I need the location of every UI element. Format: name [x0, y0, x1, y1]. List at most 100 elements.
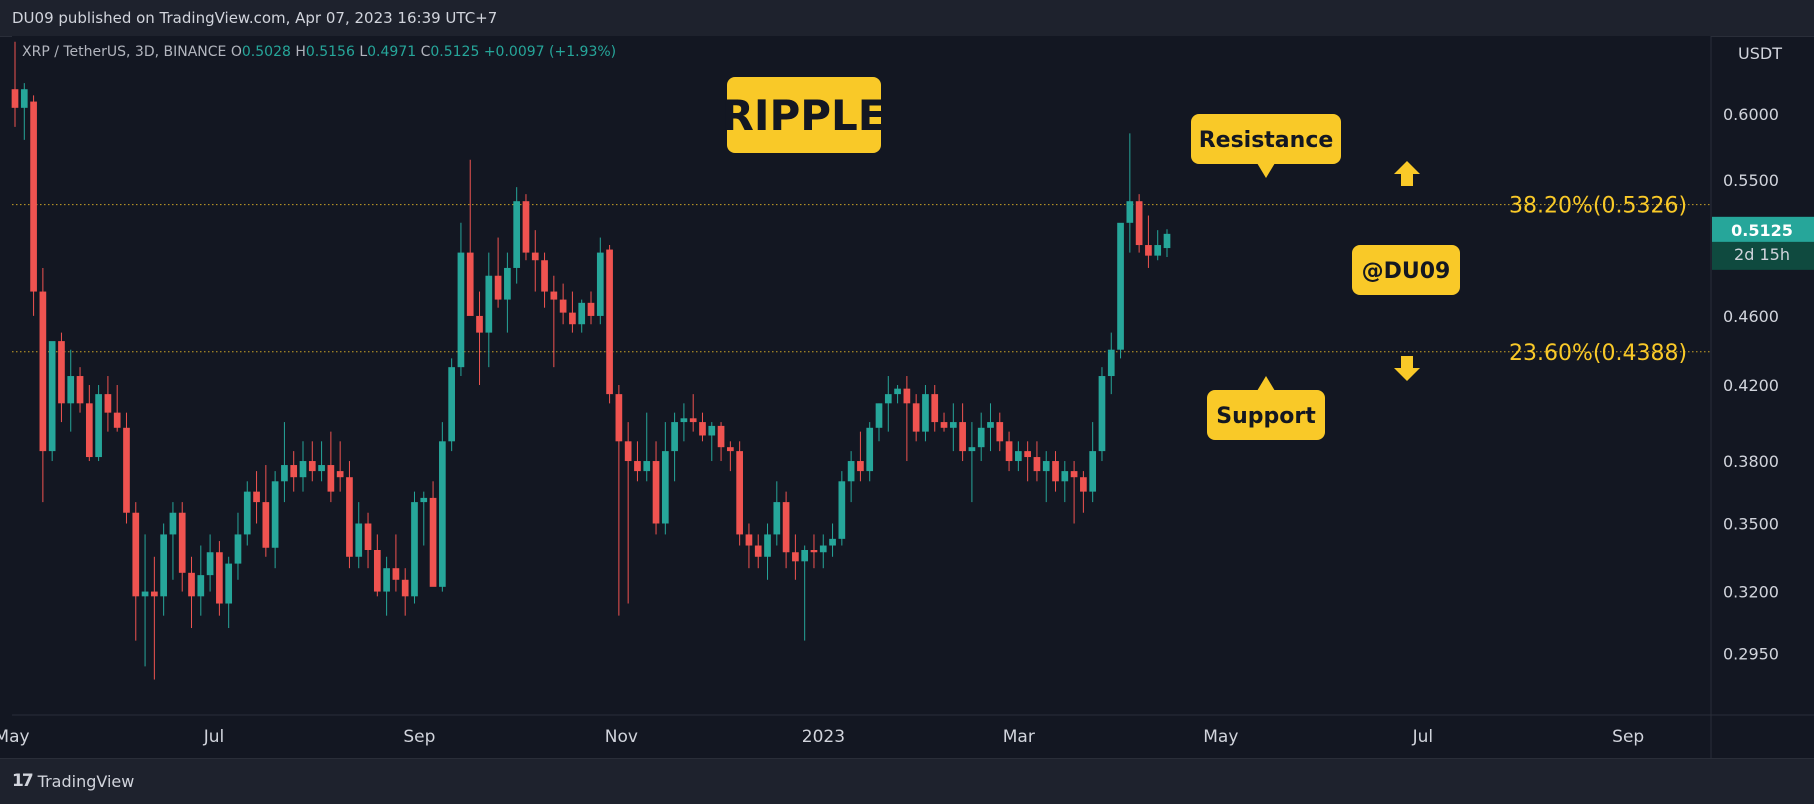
fib-level-label: 38.20%(0.5326)	[1509, 194, 1687, 219]
tradingview-brand[interactable]: 17 TradingView	[12, 771, 134, 791]
candle-body	[1015, 451, 1022, 462]
y-tick-label: 0.3500	[1723, 515, 1779, 534]
arrow-up-icon	[1394, 161, 1420, 186]
candle-body	[58, 341, 65, 404]
candle-body	[1135, 201, 1143, 246]
candle-body	[717, 425, 725, 448]
candle-body	[355, 523, 363, 557]
candle-body	[884, 394, 892, 404]
candle-body	[1005, 441, 1013, 462]
candle-body	[792, 552, 799, 562]
support-label-background	[1207, 390, 1325, 440]
candle-body	[996, 422, 1004, 442]
candle-body	[20, 89, 28, 108]
candle-body	[699, 422, 706, 436]
candle-body	[922, 394, 929, 432]
support-label-group: Support	[1207, 376, 1325, 440]
candle-body	[494, 275, 502, 300]
fib-level-label: 23.60%(0.4388)	[1509, 341, 1687, 366]
candle-body	[773, 502, 781, 535]
last-price-label: 0.5125	[1731, 221, 1793, 240]
candle-body	[76, 376, 84, 404]
candle-body	[48, 341, 56, 452]
candle-body	[875, 403, 883, 428]
axis-currency-label: USDT	[1738, 44, 1782, 63]
candle-body	[336, 471, 344, 478]
candle-body	[829, 538, 836, 546]
low-value: 0.4971	[367, 44, 417, 60]
candle-body	[810, 549, 818, 553]
candle-body	[216, 552, 223, 604]
tradingview-logo-icon: 17	[12, 771, 34, 791]
candle-body	[373, 549, 381, 592]
symbol-name: XRP / TetherUS, 3D, BINANCE	[22, 44, 227, 60]
candle-body	[559, 299, 567, 313]
x-tick-label: Sep	[403, 727, 435, 747]
candle-body	[513, 201, 521, 268]
change-value: +0.0097 (+1.93%)	[483, 44, 617, 60]
candle-body	[1033, 457, 1041, 472]
candle-body	[132, 512, 140, 597]
open-label: O	[230, 44, 242, 60]
candle-body	[801, 549, 809, 562]
candle-body	[169, 512, 177, 535]
candle-body	[448, 367, 455, 442]
candle-body	[522, 201, 530, 253]
candle-body	[652, 461, 660, 524]
y-tick-label: 0.4200	[1723, 376, 1779, 395]
candle-body	[346, 477, 353, 557]
candle-body	[1107, 349, 1115, 377]
candle-body	[903, 388, 911, 404]
close-label: C	[420, 44, 431, 60]
chart-title-badge: RIPPLE	[722, 91, 887, 140]
candle-body	[847, 461, 855, 482]
candle-body	[308, 461, 316, 472]
candle-body	[1089, 451, 1097, 492]
candle-body	[634, 461, 641, 472]
published-text: DU09 published on TradingView.com, Apr 0…	[12, 9, 498, 27]
y-tick-label: 0.5500	[1723, 171, 1779, 190]
brand-name: TradingView	[37, 771, 135, 791]
candle-body	[764, 534, 771, 557]
candle-body	[39, 291, 47, 452]
candle-body	[782, 502, 790, 553]
candle-body	[671, 422, 678, 452]
x-tick-label: May	[1203, 727, 1238, 747]
candle-body	[141, 591, 149, 597]
candle-body	[85, 403, 93, 458]
candle-body	[1042, 461, 1050, 472]
candle-body	[420, 497, 428, 503]
candle-body	[894, 388, 901, 395]
candle-body	[281, 465, 288, 482]
high-value: 0.5156	[305, 44, 355, 60]
symbol-legend: XRP / TetherUS, 3D, BINANCE O0.5028 H0.5…	[22, 44, 616, 60]
candle-body	[931, 394, 939, 423]
x-tick-label: Sep	[1612, 727, 1644, 747]
candle-body	[866, 427, 874, 472]
candle-body	[271, 481, 279, 548]
candle-body	[95, 394, 102, 458]
candle-body	[327, 465, 335, 492]
y-tick-label: 0.2950	[1723, 644, 1779, 663]
candle-body	[727, 447, 734, 452]
candle-body	[299, 461, 307, 478]
x-tick-label: 2023	[802, 727, 845, 747]
candle-body	[587, 302, 595, 316]
candle-body	[504, 267, 511, 300]
arrow-down-icon	[1394, 356, 1420, 381]
open-value: 0.5028	[241, 44, 291, 60]
candle-body	[457, 252, 465, 368]
candle-body	[959, 422, 966, 452]
candle-body	[661, 451, 669, 524]
candle-body	[977, 427, 985, 448]
watermark-label: @DU09	[1362, 259, 1451, 284]
candle-body	[1070, 471, 1078, 478]
candle-body	[476, 315, 483, 333]
candle-body	[225, 563, 233, 604]
candle-body	[243, 491, 251, 535]
chart-title-badge-group: RIPPLE	[722, 77, 887, 153]
candle-body	[968, 447, 976, 452]
candle-body	[940, 422, 948, 428]
